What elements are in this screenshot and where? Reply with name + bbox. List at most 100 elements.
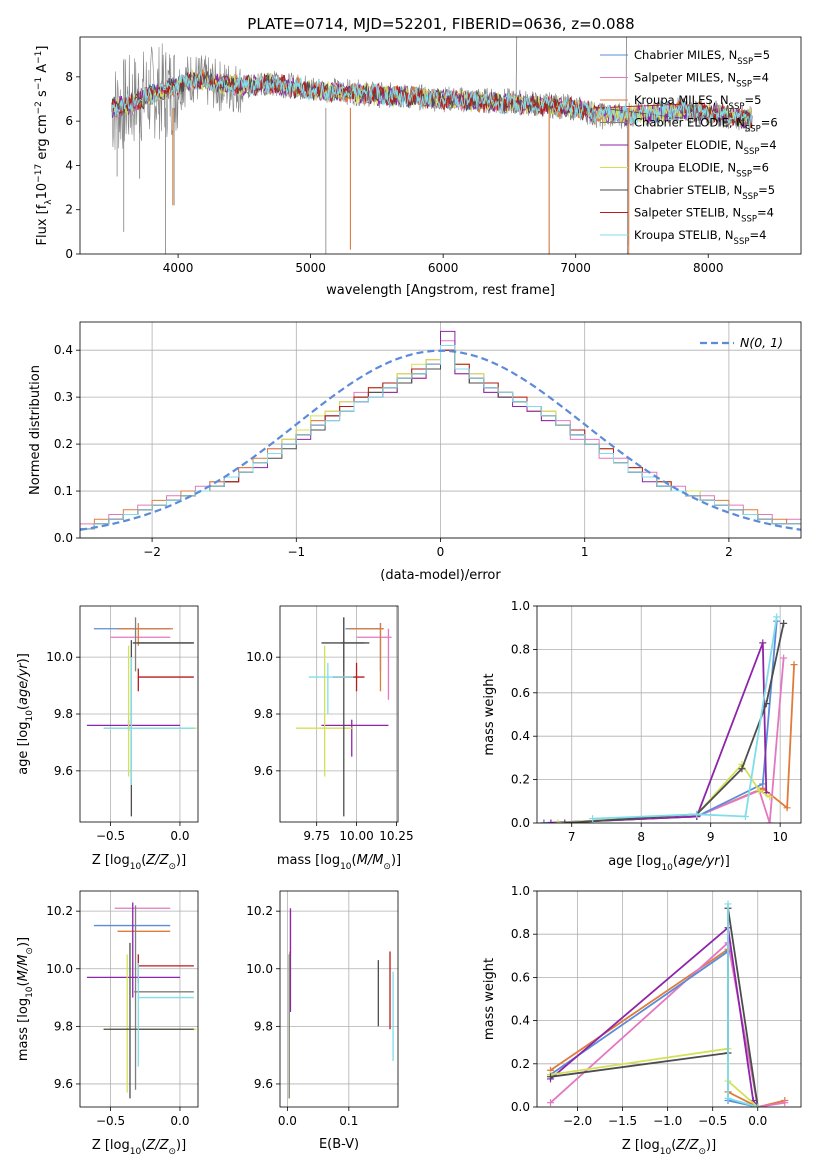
mass-weight-marker [759,639,767,647]
label-part: age/yr [678,854,721,869]
label-part: ( [671,1138,676,1153]
label-part: Z/Z [145,853,169,868]
label-part: M/M [16,955,31,982]
y-tick-label: 9.8 [54,1019,73,1033]
label-part: 10 [660,1147,672,1157]
model-spectrum-line [111,69,753,128]
mass-weight-marker [738,765,746,773]
x-tick-label: 0.0 [278,1114,297,1128]
label-part: 10 [130,862,142,872]
mass-weight-marker [773,613,781,621]
y-tick-label: 9.6 [254,764,273,778]
legend-label: Salpeter ELODIE, NSSP=4 [634,138,777,157]
mass-weight-marker [589,815,597,823]
x-tick-label: 8 [637,830,645,844]
x-tick-label: −0.5 [698,1114,727,1128]
label-part: Flux [f [35,204,50,245]
age-vs-mass-axes: 9.75 10.00 10.25 9.6 9.8 10.0 mass [log10(M/M⊙… [246,606,414,872]
mass-weight-vs-age-frame [536,605,802,824]
x-axis-label: Z [log10(Z/Z⊙)] [622,1138,716,1157]
legend-label-main: Kroupa MILES, N [634,93,729,107]
label-part: mass [log [16,998,31,1061]
x-tick-label: 10 [773,830,788,844]
mass-vs-metallicity-frame [79,890,199,1108]
y-tick-label: 6 [65,114,73,128]
x-tick-label: 8000 [693,261,724,275]
emission-spike [515,37,518,104]
y-axis-label: Flux [fλ10−17 erg cm−2 s−1 A−1] [34,46,54,246]
legend-label-main: Chabrier MILES, N [634,48,737,62]
legend-label-sub: SSP [729,102,745,112]
mass-weight-marker [766,793,774,801]
mass-weight-marker [724,1094,732,1102]
label-part: Z [log [92,1138,130,1153]
legend-label-main: Chabrier STELIB, N [634,183,742,197]
legend-label: Kroupa STELIB, NSSP=4 [634,228,766,247]
legend-label-tail: =6 [752,161,769,175]
x-tick-label: 1 [581,545,589,559]
mass-weight-marker [547,819,555,823]
mass-weight-marker [783,804,791,812]
legend-label-sub: SSP [734,237,750,247]
y-tick-label: 0 [65,247,73,261]
label-part: )] [176,1138,186,1153]
y-tick-label: 10.0 [246,650,273,664]
legend-label: Kroupa ELODIE, NSSP=6 [634,161,769,180]
y-tick-label: 9.6 [54,764,73,778]
x-tick-label: 5000 [295,261,326,275]
x-tick-label: 0.1 [339,1114,358,1128]
y-tick-label: 8 [65,70,73,84]
label-part: )] [16,653,31,663]
y-tick-label: 0.4 [511,1014,530,1028]
label-part: 10 [130,1147,142,1157]
label-part: age [log [608,854,661,869]
label-part: A [35,64,50,77]
x-tick-label: 7000 [560,261,591,275]
label-part: )] [720,854,730,869]
mass-vs-extinction-frame [279,890,399,1108]
label-part: s [35,90,50,101]
legend-label: Kroupa MILES, NSSP=5 [634,93,761,112]
mass-weight-marker [790,661,798,669]
y-axis-label: age [log10(age/yr)] [16,653,35,775]
mass-weight-marker [755,786,763,794]
x-tick-label: 10.25 [379,829,413,843]
y-tick-label: 9.8 [54,707,73,721]
age-vs-mass-errorbars [295,617,392,817]
legend-label-sub: SSP [745,125,761,135]
mass-weight-marker [554,819,562,823]
legend-label-tail: =4 [760,138,777,152]
y-tick-label: 0.4 [54,343,73,357]
label-part: M/M [357,853,384,868]
y-tick-label: 0.6 [511,686,530,700]
mass-weight-marker [547,1073,555,1081]
y-tick-label: 0.6 [511,970,530,984]
legend-label-sub: SSP [742,192,758,202]
label-part: Z/Z [675,1138,699,1153]
legend-label-main: Salpeter MILES, N [634,71,736,85]
legend-label-sub: SSP [744,147,760,157]
legend-label-sub: SSP [737,57,753,67]
x-axis-label: mass [log10(M/M⊙)] [277,853,401,872]
label-part: ( [141,853,146,868]
legend-label-tail: =5 [744,93,761,107]
x-tick-label: −2 [143,545,161,559]
mass-weight-marker [540,819,548,823]
mass-weight-marker [780,619,788,627]
legend-label-tail: =4 [757,206,774,220]
y-axis-label: mass weight [482,958,497,1040]
residuals-axes: −2 −1 0 1 2 0.0 0.1 0.2 0.3 0.4 (data-model)/error… [28,322,801,583]
label-part: Z [log [622,1138,660,1153]
residual-legend: N(0, 1) [700,335,783,350]
mass-vs-metallicity-axes: −0.5 0.09.69.810.010.2Z [log10(Z/Z⊙)]mass… [16,891,198,1157]
y-tick-label: 10.2 [46,904,73,918]
label-part: ⊙ [168,1147,176,1157]
y-tick-label: 10.0 [46,650,73,664]
x-tick-label: 2 [725,545,733,559]
age-vs-metallicity-errorbars [86,617,197,817]
x-axis-label: age [log10(age/yr)] [608,854,730,873]
mass-weight-marker [561,819,569,823]
legend-label-sub: SSP [736,170,752,180]
mass-weight-line [543,621,778,823]
